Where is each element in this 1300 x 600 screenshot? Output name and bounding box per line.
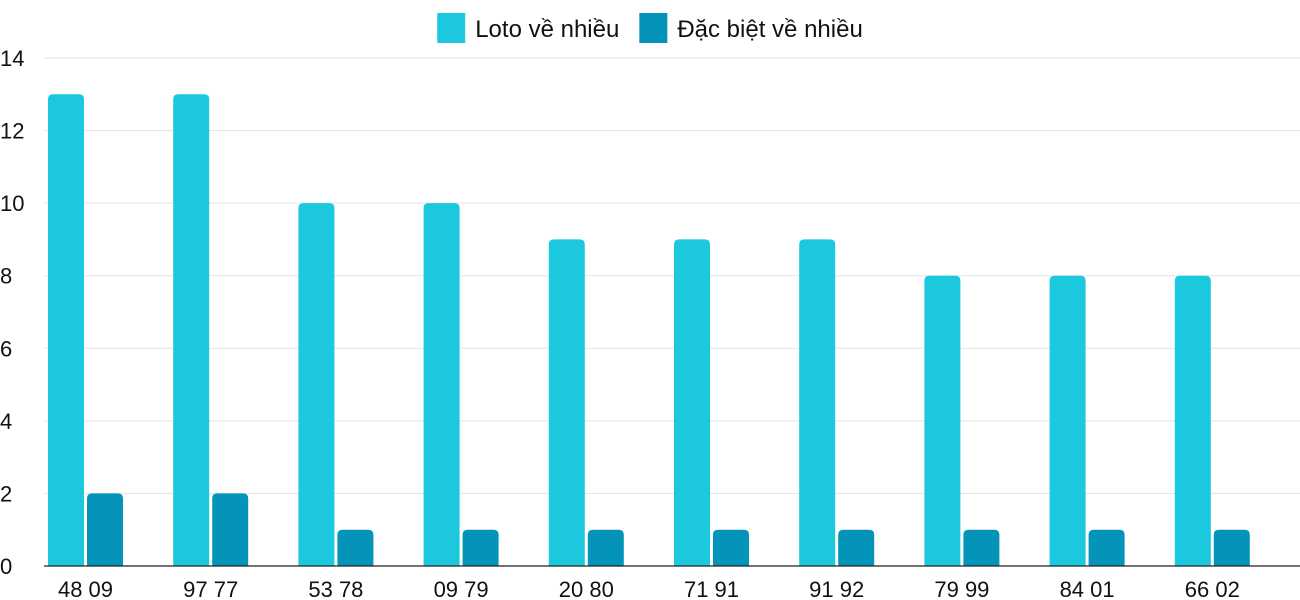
- x-tick-label: 09 79: [434, 577, 489, 600]
- bar-loto: [674, 239, 710, 566]
- x-tick-label: 84 01: [1060, 577, 1115, 600]
- bar-loto: [423, 203, 460, 566]
- bar-dac-biet: [1088, 529, 1125, 566]
- legend-label: Loto về nhiều: [475, 16, 619, 43]
- y-tick-label: 4: [0, 409, 12, 434]
- bar-loto: [298, 203, 335, 566]
- bar-loto: [548, 239, 585, 566]
- legend-label: Đặc biệt về nhiều: [677, 16, 862, 43]
- bars: [48, 94, 1250, 567]
- x-tick-label: 71 91: [684, 577, 739, 600]
- grid-lines: [44, 57, 1300, 494]
- x-tick-label: 48 09: [58, 577, 113, 600]
- bar-loto: [799, 239, 836, 566]
- x-tick-label: 79 99: [934, 577, 989, 600]
- bar-dac-biet: [337, 529, 374, 566]
- bar-loto: [924, 275, 961, 566]
- bar-dac-biet: [838, 529, 875, 566]
- y-tick-label: 14: [0, 46, 24, 71]
- x-tick-label: 20 80: [559, 577, 614, 600]
- y-tick-label: 2: [0, 481, 12, 506]
- bar-dac-biet: [1213, 529, 1250, 566]
- y-tick-label: 6: [0, 336, 12, 361]
- bar-loto: [1174, 275, 1211, 566]
- y-tick-label: 12: [0, 119, 24, 144]
- y-tick-label: 10: [0, 191, 24, 216]
- legend-swatch: [437, 13, 466, 43]
- y-tick-label: 8: [0, 264, 12, 289]
- bar-dac-biet: [963, 529, 1000, 566]
- axes: 0 2 4 6 8 10 12 14 48 09 97 77 53 78 09 79 20 80 71 9…: [0, 46, 1300, 600]
- x-tick-label: 97 77: [183, 577, 238, 600]
- bar-loto: [173, 94, 210, 567]
- bar-dac-biet: [587, 529, 624, 566]
- bar-dac-biet: [87, 493, 123, 566]
- legend-item: Loto về nhiều: [437, 13, 619, 43]
- x-tick-label: 91 92: [809, 577, 864, 600]
- x-tick-label: 66 02: [1185, 577, 1240, 600]
- bar-loto: [1049, 275, 1086, 566]
- bar-dac-biet: [212, 493, 249, 566]
- bar-loto: [48, 94, 84, 567]
- y-tick-label: 0: [0, 554, 12, 579]
- x-tick-label: 53 78: [308, 577, 363, 600]
- legend-swatch: [639, 13, 668, 43]
- bar-dac-biet: [462, 529, 499, 566]
- bar-dac-biet: [713, 529, 749, 566]
- legend-item: Đặc biệt về nhiều: [639, 13, 863, 43]
- legend: Loto về nhiều Đặc biệt về nhiều: [437, 13, 863, 43]
